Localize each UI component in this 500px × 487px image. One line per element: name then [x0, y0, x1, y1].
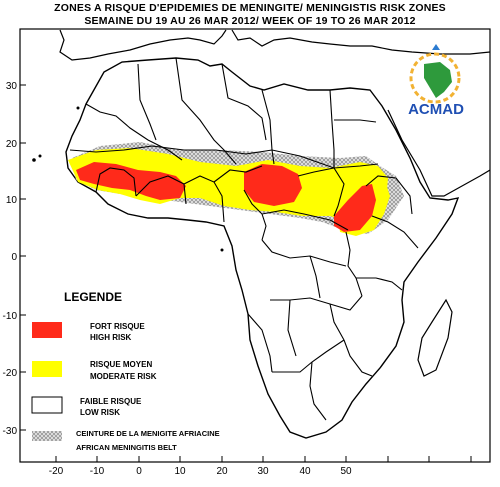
y-tick-label: 0 [11, 252, 17, 263]
cape-verde-islands-2 [38, 154, 42, 158]
y-tick-label: 30 [6, 81, 18, 92]
madagascar-outline [417, 298, 453, 377]
legend-label-low-risk-fr: FAIBLE RISQUE [80, 397, 142, 406]
legend-swatch-low-risk [31, 396, 63, 414]
x-tick-label: -10 [90, 466, 105, 477]
x-tick-label: 10 [174, 466, 186, 477]
legend-label-moderate-risk-en: MODERATE RISK [90, 372, 157, 381]
high-risk-zone-central [244, 164, 302, 206]
legend-swatch-high-risk [32, 322, 62, 338]
legend-label-belt-en: AFRICAN MENINGITIS BELT [76, 443, 177, 452]
y-tick-label: 20 [6, 139, 18, 150]
x-tick-label: 0 [136, 466, 142, 477]
high-risk-zone-east [334, 184, 376, 232]
cape-verde-islands [32, 158, 36, 162]
legend-label-high-risk-en: HIGH RISK [90, 333, 132, 342]
moderate-risk-zone [68, 148, 388, 222]
canary-islands [76, 106, 80, 110]
x-tick-label: -20 [49, 466, 64, 477]
x-tick-label: 40 [299, 466, 311, 477]
legend-label-moderate-risk-fr: RISQUE MOYEN [90, 360, 152, 369]
y-tick-label: 10 [6, 195, 18, 206]
country-borders [69, 57, 419, 421]
legend-label-high-risk-fr: FORT RISQUE [90, 322, 145, 331]
y-tick-label: -20 [3, 368, 18, 379]
x-tick-label: 20 [216, 466, 228, 477]
x-tick-label: 50 [340, 466, 352, 477]
axis-ticks [20, 84, 472, 462]
map-title-line-1: ZONES A RISQUE D'EPIDEMIES DE MENINGITE/… [54, 2, 446, 14]
legend-label-low-risk-en: LOW RISK [80, 408, 120, 417]
legend-label-belt-fr: CEINTURE DE LA MENIGITE AFRIACINE [76, 429, 220, 438]
x-tick-label: 30 [257, 466, 269, 477]
legend-title: LEGENDE [64, 290, 122, 304]
logo-text: ACMAD [408, 101, 464, 118]
y-tick-label: -30 [3, 426, 18, 437]
arabia-coast [387, 109, 490, 197]
y-tick-label: -10 [3, 311, 18, 322]
sao-tome-island [220, 248, 224, 252]
map-title-line-2: SEMAINE DU 19 AU 26 MAR 2012/ WEEK OF 19… [84, 15, 416, 27]
legend-swatch-meningitis-belt [32, 431, 62, 441]
legend-swatch-moderate-risk [32, 361, 62, 377]
acmad-logo: ACMAD [408, 44, 464, 118]
